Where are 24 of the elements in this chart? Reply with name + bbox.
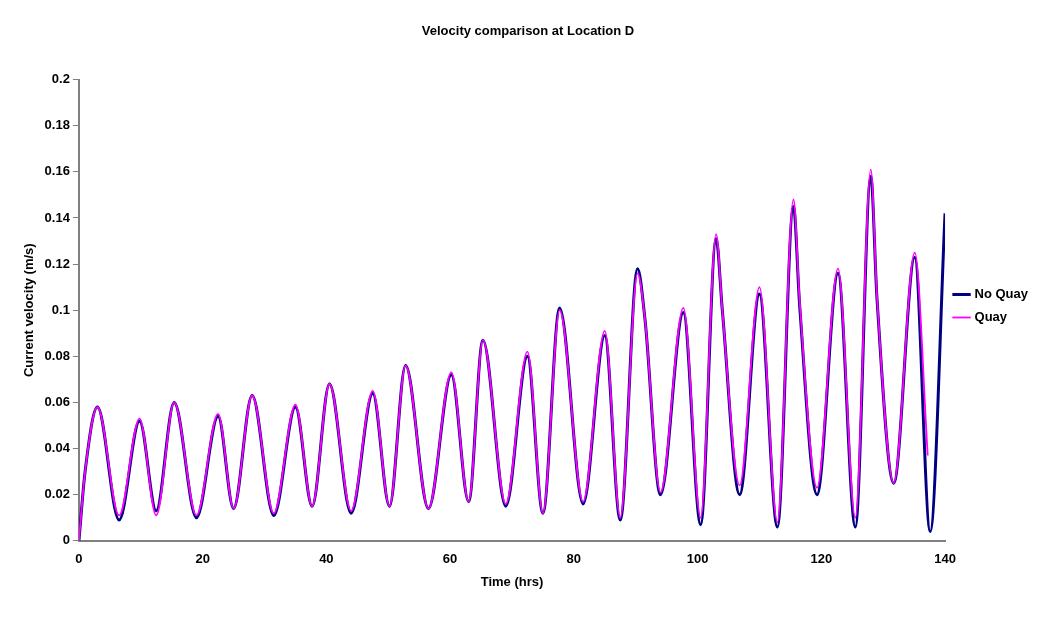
y-tick-label: 0.06 xyxy=(44,394,70,410)
y-tick-label: 0.08 xyxy=(44,347,70,363)
x-tick-label: 140 xyxy=(934,551,956,567)
legend-label: Quay xyxy=(974,309,1008,325)
y-axis-title: Current velocity (m/s) xyxy=(21,243,37,378)
y-tick-label: 0.2 xyxy=(51,71,70,87)
y-tick-label: 0.18 xyxy=(44,117,70,133)
y-tick-label: 0.1 xyxy=(51,301,70,317)
x-tick-label: 100 xyxy=(686,551,709,567)
x-tick-label: 0 xyxy=(75,551,83,567)
x-tick-label: 40 xyxy=(319,551,334,567)
x-tick-label: 20 xyxy=(195,551,210,567)
y-tick-label: 0.14 xyxy=(44,209,71,225)
y-tick-label: 0.04 xyxy=(44,440,71,456)
legend-label: No Quay xyxy=(974,286,1029,302)
y-tick-label: 0.12 xyxy=(44,255,70,271)
y-tick-label: 0 xyxy=(62,532,70,548)
x-tick-label: 80 xyxy=(566,551,582,567)
y-tick-label: 0.02 xyxy=(44,486,70,502)
x-tick-label: 120 xyxy=(810,551,833,567)
x-axis-title: Time (hrs) xyxy=(480,573,544,589)
y-tick-label: 0.16 xyxy=(44,163,70,179)
x-tick-label: 60 xyxy=(442,551,458,567)
chart-title: Velocity comparison at Location D xyxy=(421,23,635,39)
